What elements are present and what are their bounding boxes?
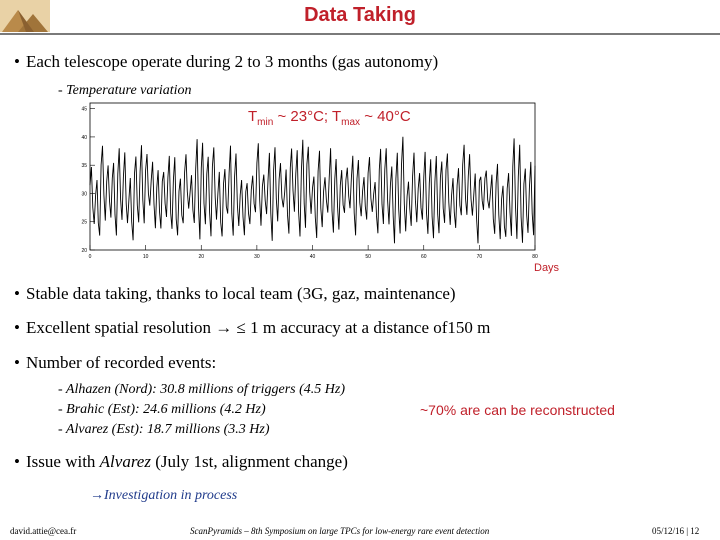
bullet-spatial-resolution: • Excellent spatial resolution → ≤ 1 m ac… <box>14 318 491 337</box>
footer-event: ScanPyramids – 8th Symposium on large TP… <box>190 526 490 536</box>
bullet-stable-data: • Stable data taking, thanks to local tea… <box>14 284 456 303</box>
bullet-alvarez-issue: • Issue with Alvarez (July 1st, alignment… <box>14 452 348 471</box>
footer-date-page: 05/12/16 | 12 <box>652 526 700 536</box>
event-item-alhazen: - Alhazen (Nord): 30.8 millions of trigg… <box>58 382 345 397</box>
investigation-note: →Investigation in process <box>90 488 238 503</box>
x-tick-label: 20 <box>198 254 204 260</box>
footer-email: david.attie@cea.fr <box>10 526 77 536</box>
y-tick-label: 35 <box>81 163 87 169</box>
y-tick-label: 25 <box>81 220 87 226</box>
bullet-telescope-operation: • Each telescope operate during 2 to 3 mo… <box>14 52 439 71</box>
x-tick-label: 60 <box>421 254 427 260</box>
chart-xlabel: Days <box>534 262 560 274</box>
bullet-recorded-events: • Number of recorded events: <box>14 353 217 372</box>
x-tick-label: 80 <box>532 254 538 260</box>
bullet-dot: • <box>14 52 20 71</box>
temperature-chart: 20 25 30 35 40 45 0 10 20 30 40 50 60 70 80 <box>81 102 538 260</box>
pyramids-logo-icon <box>0 0 50 32</box>
event-item-brahic: - Brahic (Est): 24.6 millions (4.2 Hz) <box>58 402 266 417</box>
chart-temperature-note: Tmin ~ 23°C; Tmax ~ 40°C <box>248 108 411 128</box>
x-tick-label: 10 <box>143 254 149 260</box>
reconstruction-note: ~70% are can be reconstructed <box>420 402 615 418</box>
slide-header: Data Taking <box>0 0 720 35</box>
header-divider <box>0 33 720 35</box>
y-tick-label: 45 <box>81 107 87 113</box>
slide-title: Data Taking <box>304 4 416 26</box>
x-tick-label: 30 <box>254 254 260 260</box>
x-tick-label: 0 <box>89 254 92 260</box>
x-tick-label: 50 <box>365 254 371 260</box>
x-tick-label: 40 <box>310 254 316 260</box>
y-tick-label: 40 <box>81 135 87 141</box>
y-tick-label: 20 <box>81 248 87 254</box>
x-tick-label: 70 <box>477 254 483 260</box>
sub-temperature: - Temperature variation <box>58 83 192 98</box>
y-tick-label: 30 <box>81 191 87 197</box>
event-item-alvarez: - Alvarez (Est): 18.7 millions (3.3 Hz) <box>58 422 270 437</box>
temperature-series-line <box>89 136 536 244</box>
